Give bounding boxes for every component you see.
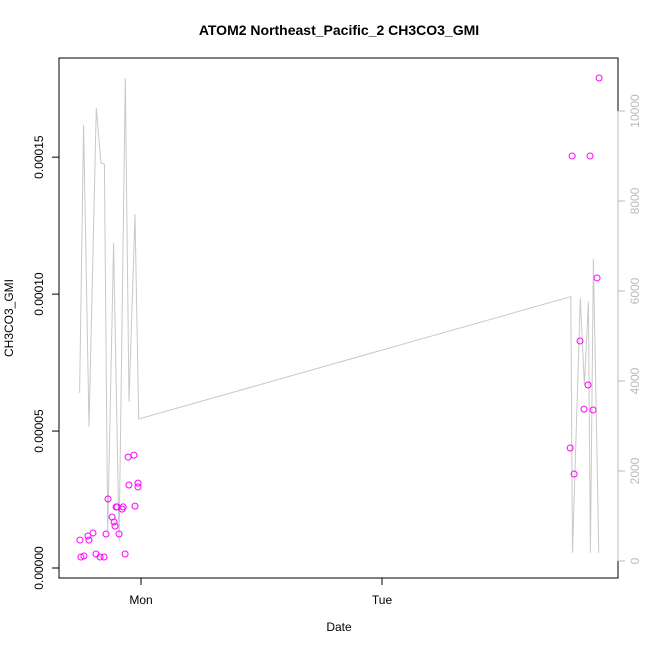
data-point xyxy=(77,553,85,561)
data-point xyxy=(111,522,119,530)
data-point xyxy=(595,74,603,82)
data-point xyxy=(124,453,132,461)
y-tick-label: 0.00005 xyxy=(32,409,46,453)
data-point xyxy=(586,152,594,160)
data-point xyxy=(134,479,142,487)
y2-tick-label: 10000 xyxy=(628,94,642,128)
data-point xyxy=(84,532,92,540)
data-point xyxy=(119,503,127,511)
x-axis-label: Date xyxy=(326,620,352,634)
plot-frame xyxy=(58,57,619,579)
data-point xyxy=(92,550,100,558)
data-point xyxy=(593,274,601,282)
y-tick-label: 0.00010 xyxy=(32,272,46,316)
data-point xyxy=(134,483,142,491)
data-point xyxy=(104,495,112,503)
data-point xyxy=(131,502,139,510)
data-point xyxy=(102,530,110,538)
data-point xyxy=(566,444,574,452)
y2-tick-label: 2000 xyxy=(628,457,642,484)
data-point xyxy=(80,552,88,560)
data-point xyxy=(121,550,129,558)
data-point xyxy=(580,405,588,413)
y2-tick-label: 8000 xyxy=(628,187,642,214)
data-point xyxy=(584,381,592,389)
data-point xyxy=(568,152,576,160)
y2-tick-label: 0 xyxy=(628,557,642,564)
data-point xyxy=(125,481,133,489)
series-line xyxy=(79,78,600,553)
data-point xyxy=(115,530,123,538)
data-point xyxy=(85,536,93,544)
x-tick-label: Mon xyxy=(129,593,152,607)
x-tick-label: Tue xyxy=(372,593,393,607)
data-point xyxy=(570,470,578,478)
chart-title: ATOM2 Northeast_Pacific_2 CH3CO3_GMI xyxy=(199,22,479,38)
data-point xyxy=(100,553,108,561)
data-point xyxy=(589,406,597,414)
y-tick-label: 0.00000 xyxy=(32,546,46,590)
data-point xyxy=(76,536,84,544)
y-axis-label: CH3CO3_GMI xyxy=(2,279,16,357)
data-point xyxy=(130,451,138,459)
y-tick-label: 0.00015 xyxy=(32,135,46,179)
data-point xyxy=(576,337,584,345)
data-point xyxy=(89,529,97,537)
y2-tick-label: 6000 xyxy=(628,277,642,304)
data-point xyxy=(96,553,104,561)
data-point xyxy=(110,518,118,526)
y2-tick-label: 4000 xyxy=(628,367,642,394)
